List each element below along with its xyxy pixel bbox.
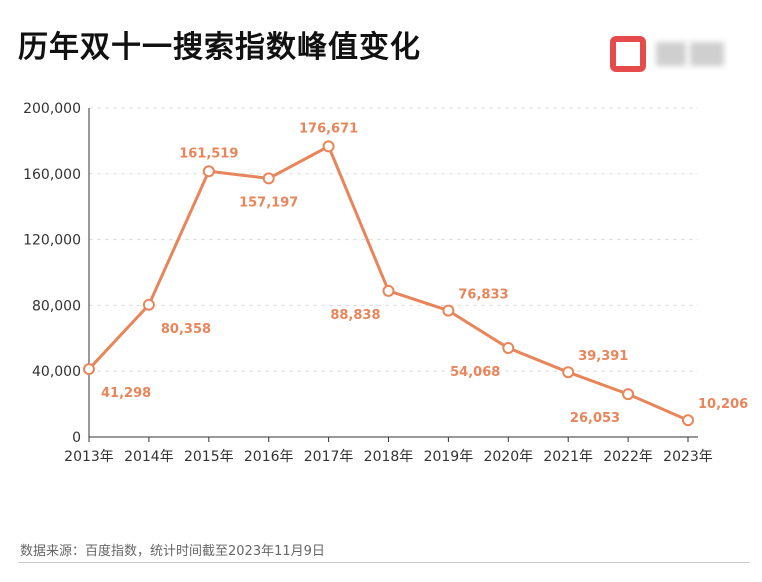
grid-lines (89, 107, 698, 372)
logo-icon (610, 36, 646, 72)
brand-logo (610, 36, 730, 78)
y-tick-label: 160,000 (23, 167, 81, 183)
y-axis: 0 40,000 80,000 120,000 160,000 200,000 (23, 101, 90, 446)
data-point[interactable] (382, 284, 395, 297)
data-point[interactable] (562, 366, 575, 379)
source-note: 数据来源：百度指数，统计时间截至2023年11月9日 (20, 544, 325, 559)
y-tick-label: 200,000 (23, 101, 81, 117)
data-label: 26,053 (570, 411, 620, 426)
data-point[interactable] (142, 298, 155, 311)
data-point[interactable] (682, 414, 694, 427)
x-tick-label: 2022年 (603, 449, 653, 465)
x-tick-label: 2016年 (244, 449, 294, 465)
x-tick-label: 2014年 (124, 449, 174, 465)
x-tick-label: 2017年 (304, 449, 354, 465)
series-line (87, 144, 689, 422)
data-label: 161,519 (179, 146, 238, 161)
logo-blur-mark (656, 42, 686, 66)
x-tick-label: 2015年 (184, 449, 234, 465)
x-tick-label: 2021年 (543, 449, 593, 465)
x-axis: 2013年 2014年 2015年 2016年 2017年 2018年 2019年 2020年… (64, 436, 713, 465)
x-tick-label: 2023年 (663, 449, 713, 465)
data-point[interactable] (262, 172, 275, 185)
data-point[interactable] (442, 304, 455, 317)
x-tick-label: 2013年 (64, 449, 114, 465)
data-point[interactable] (622, 388, 635, 401)
x-tick-label: 2019年 (424, 449, 474, 465)
data-label: 10,206 (698, 397, 748, 412)
y-tick-label: 120,000 (23, 233, 81, 249)
data-point[interactable] (322, 140, 335, 153)
chart-title: 历年双十一搜索指数峰值变化 (18, 30, 421, 65)
data-labels: 41,298 80,358 161,519 157,197 176,671 88,838 7… (101, 121, 748, 426)
footer-divider (18, 562, 750, 563)
data-label: 39,391 (578, 349, 628, 364)
data-label: 41,298 (101, 386, 151, 401)
data-label: 176,671 (299, 121, 358, 136)
data-point[interactable] (202, 165, 215, 178)
x-tick-label: 2018年 (364, 449, 414, 465)
data-label: 157,197 (239, 195, 298, 210)
data-points (83, 140, 694, 427)
data-point[interactable] (83, 363, 95, 376)
x-tick-label: 2020年 (483, 449, 533, 465)
y-tick-label: 40,000 (32, 364, 81, 380)
y-tick-label: 0 (72, 430, 81, 446)
data-label: 80,358 (161, 322, 211, 337)
data-label: 88,838 (330, 308, 380, 323)
data-point[interactable] (502, 342, 515, 355)
data-label: 76,833 (458, 288, 508, 303)
logo-blur-mark (690, 42, 724, 66)
data-label: 54,068 (450, 365, 500, 380)
y-tick-label: 80,000 (32, 298, 81, 314)
